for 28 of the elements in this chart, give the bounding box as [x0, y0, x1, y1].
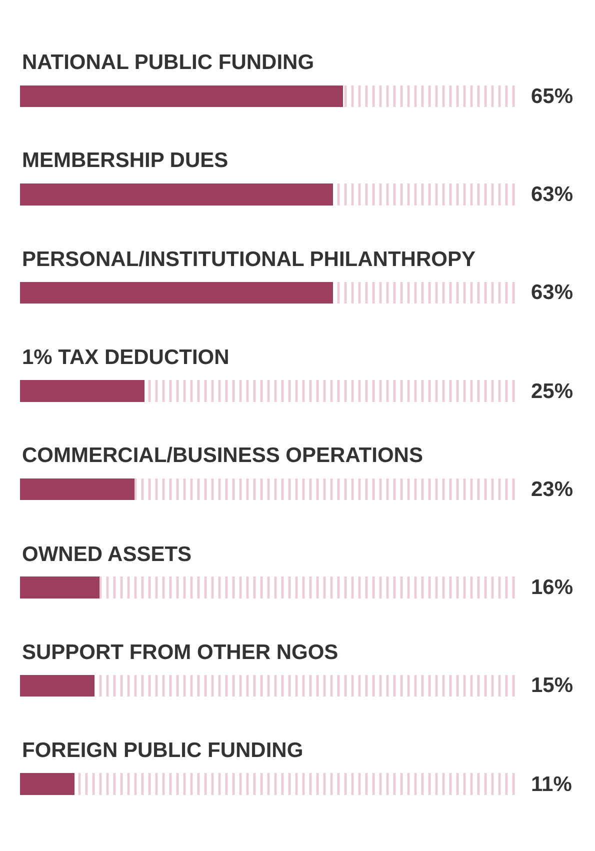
bar: [20, 674, 95, 697]
y-tick-label: FOREIGN PUBLIC FUNDING: [22, 739, 304, 762]
data-label: 16%: [531, 576, 574, 599]
data-label: 15%: [531, 674, 574, 697]
bar: [100, 576, 517, 598]
bar: [134, 478, 517, 500]
data-label: 65%: [531, 85, 574, 108]
data-label: 11%: [531, 773, 572, 796]
bar: [20, 380, 144, 402]
data-label: 25%: [531, 380, 574, 403]
y-tick-label: PERSONAL/INSTITUTIONAL PHILANTHROPY: [22, 248, 476, 271]
y-tick-label: COMMERCIAL/BUSINESS OPERATIONS: [22, 444, 423, 467]
y-tick-label: 1% TAX DEDUCTION: [22, 346, 230, 369]
data-label: 63%: [531, 281, 574, 304]
y-tick-label: SUPPORT FROM OTHER NGOS: [22, 641, 338, 664]
bar: [20, 184, 334, 206]
data-label: 63%: [531, 183, 574, 206]
bar: [343, 85, 517, 108]
bar: [20, 85, 344, 108]
bar: [20, 478, 134, 500]
bar: [20, 773, 75, 795]
bar: [20, 282, 334, 304]
y-tick-label: OWNED ASSETS: [22, 543, 192, 566]
bar: [20, 576, 100, 598]
y-tick-label: NATIONAL PUBLIC FUNDING: [22, 51, 314, 74]
y-tick-label: MEMBERSHIP DUES: [22, 149, 228, 172]
data-label: 23%: [531, 478, 574, 501]
bar: [94, 674, 517, 697]
